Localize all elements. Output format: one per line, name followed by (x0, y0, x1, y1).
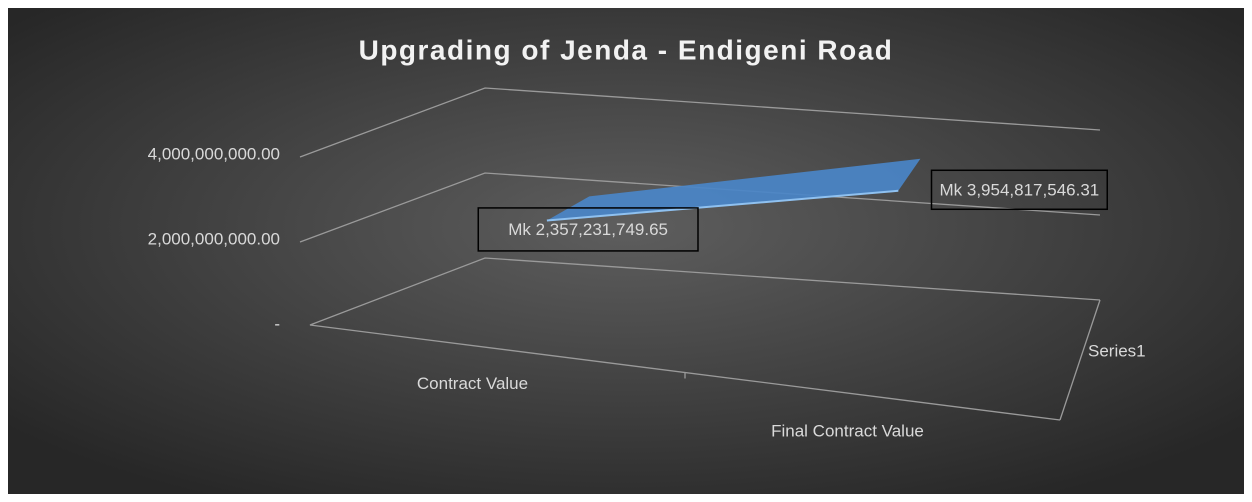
grid-line (299, 172, 1101, 243)
y-tick-label: 2,000,000,000.00 (148, 229, 280, 248)
series-axis-label: Series1 (1088, 341, 1146, 360)
data-label: Mk 2,357,231,749.65 (508, 220, 668, 239)
series-axis (1059, 299, 1101, 421)
ribbon-segment (546, 158, 921, 221)
x-tick-label: Final Contract Value (771, 422, 924, 441)
x-tick-label: Contract Value (417, 374, 528, 393)
data-label: Mk 3,954,817,546.31 (940, 180, 1100, 199)
data-label-box (930, 169, 1108, 211)
y-tick-label: 4,000,000,000.00 (148, 144, 280, 163)
y-tick-label: - (274, 314, 280, 333)
chart-title: Upgrading of Jenda - Endigeni Road (359, 34, 894, 65)
grid-line (299, 87, 1101, 158)
data-label-box (477, 207, 699, 252)
line (546, 189, 899, 222)
